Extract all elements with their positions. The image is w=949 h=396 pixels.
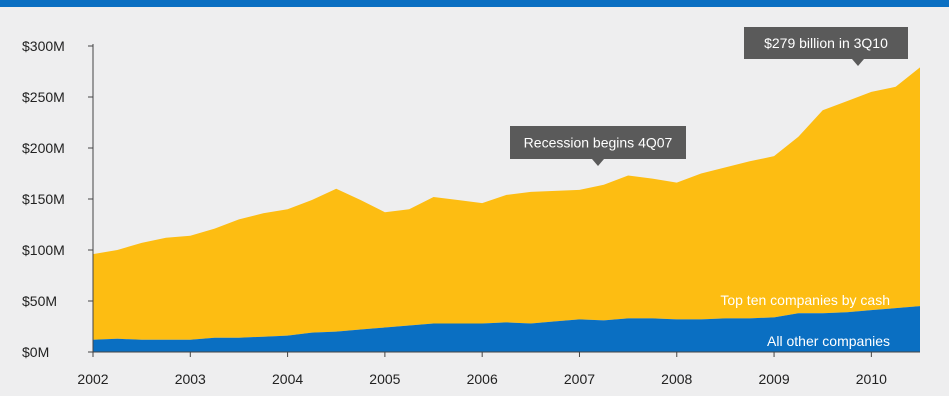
x-tick-label: 2010 — [856, 371, 887, 387]
x-tick-label: 2007 — [564, 371, 595, 387]
y-tick-label: $100M — [22, 242, 65, 258]
chart-axes: $0M $50M $100M $150M $200M $250M $300M 2002 2003… — [22, 38, 920, 387]
callout-pointer — [592, 159, 604, 166]
callout-279-billion: $279 billion in 3Q10 — [744, 27, 908, 66]
series-label-other: All other companies — [767, 333, 890, 349]
x-tick-label: 2002 — [77, 371, 108, 387]
x-tick-label: 2006 — [467, 371, 498, 387]
callout-text: $279 billion in 3Q10 — [764, 35, 888, 51]
callout-box — [744, 27, 908, 59]
area-top-ten-companies — [93, 67, 920, 340]
x-tick-label: 2003 — [175, 371, 206, 387]
callout-text: Recession begins 4Q07 — [524, 135, 673, 151]
callout-box — [510, 126, 686, 159]
y-tick-label: $50M — [22, 293, 57, 309]
x-tick-label: 2008 — [661, 371, 692, 387]
y-tick-label: $150M — [22, 191, 65, 207]
series-labels: Top ten companies by cash All other comp… — [720, 292, 890, 349]
callout-pointer — [852, 59, 864, 66]
x-tick-label: 2004 — [272, 371, 303, 387]
annotations: Recession begins 4Q07 $279 billion in 3Q1… — [510, 27, 908, 166]
x-tick-label: 2009 — [758, 371, 789, 387]
chart-areas — [93, 67, 920, 352]
y-tick-label: $250M — [22, 89, 65, 105]
x-tick-label: 2005 — [369, 371, 400, 387]
y-tick-label: $300M — [22, 38, 65, 54]
header-bar — [0, 0, 949, 7]
area-other-companies — [93, 306, 920, 352]
y-tick-label: $0M — [22, 344, 49, 360]
y-tick-label: $200M — [22, 140, 65, 156]
series-label-top-ten: Top ten companies by cash — [720, 292, 890, 308]
callout-recession: Recession begins 4Q07 — [510, 126, 686, 166]
